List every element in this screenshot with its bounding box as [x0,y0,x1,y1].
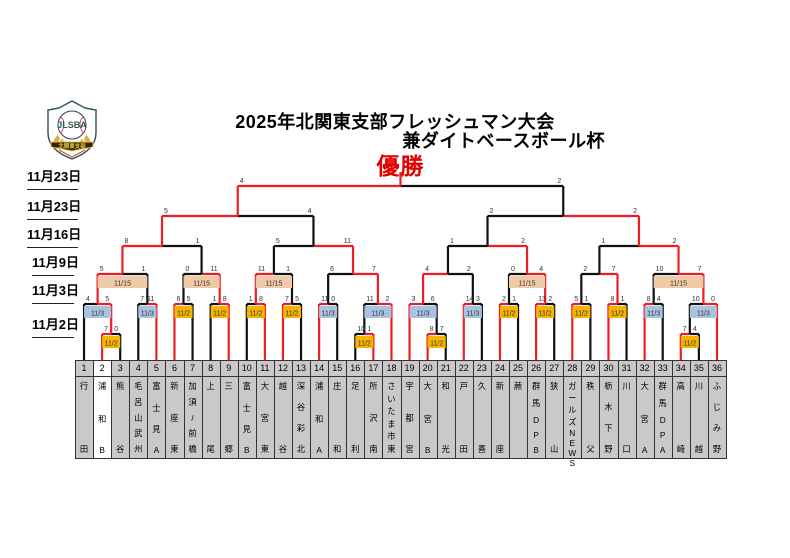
svg-text:4: 4 [657,296,661,303]
svg-text:11/3: 11/3 [141,311,154,318]
svg-text:0: 0 [711,296,715,303]
svg-text:2: 2 [673,238,677,245]
svg-text:8: 8 [610,296,614,303]
svg-text:11/2: 11/2 [611,311,624,318]
svg-text:11/15: 11/15 [193,281,210,288]
svg-text:11/2: 11/2 [539,311,552,318]
svg-text:6: 6 [330,266,334,273]
svg-text:8: 8 [223,296,227,303]
svg-text:2: 2 [502,296,506,303]
svg-text:0: 0 [114,326,118,333]
svg-text:11/2: 11/2 [683,341,696,348]
svg-text:5: 5 [187,296,191,303]
svg-text:2: 2 [490,208,494,215]
svg-text:5: 5 [295,296,299,303]
svg-text:2: 2 [548,296,552,303]
svg-text:6: 6 [176,296,180,303]
svg-text:5: 5 [276,238,280,245]
svg-text:1: 1 [249,296,253,303]
svg-text:8: 8 [430,326,434,333]
svg-text:0: 0 [331,296,335,303]
svg-text:11/2: 11/2 [502,311,515,318]
svg-text:7: 7 [697,266,701,273]
svg-text:1: 1 [213,296,217,303]
svg-text:5: 5 [100,266,104,273]
svg-text:13: 13 [538,296,546,303]
svg-text:11/2: 11/2 [177,311,190,318]
svg-text:10: 10 [357,326,365,333]
svg-text:11/15: 11/15 [114,281,131,288]
svg-text:4: 4 [425,266,429,273]
svg-text:11/3: 11/3 [417,311,430,318]
svg-text:3: 3 [476,296,480,303]
svg-text:11: 11 [321,296,328,303]
svg-text:10: 10 [656,266,664,273]
svg-text:2: 2 [467,266,471,273]
svg-text:8: 8 [259,296,263,303]
svg-text:11/3: 11/3 [91,311,104,318]
svg-text:4: 4 [240,178,244,185]
svg-text:6: 6 [431,296,435,303]
svg-text:1: 1 [367,326,371,333]
svg-text:11/15: 11/15 [519,281,536,288]
svg-text:0: 0 [511,266,515,273]
svg-text:3: 3 [412,296,416,303]
svg-text:1: 1 [450,238,454,245]
svg-text:5: 5 [574,296,578,303]
svg-text:11/2: 11/2 [249,311,262,318]
svg-text:1: 1 [584,296,588,303]
svg-text:5: 5 [105,296,109,303]
svg-text:11/2: 11/2 [575,311,588,318]
svg-text:4: 4 [539,266,543,273]
svg-text:11/2: 11/2 [430,341,443,348]
svg-text:4: 4 [693,326,697,333]
svg-text:11: 11 [210,266,217,273]
svg-text:4: 4 [308,208,312,215]
svg-text:2: 2 [557,178,561,185]
svg-text:1: 1 [196,238,200,245]
svg-text:1: 1 [512,296,516,303]
svg-text:1: 1 [141,266,145,273]
svg-text:2: 2 [583,266,587,273]
svg-text:11: 11 [147,296,154,303]
svg-text:11/2: 11/2 [285,311,298,318]
svg-text:11: 11 [344,238,351,245]
svg-text:1: 1 [621,296,625,303]
svg-text:11/2: 11/2 [105,341,118,348]
svg-text:7: 7 [140,296,144,303]
svg-text:7: 7 [372,266,376,273]
svg-text:4: 4 [86,296,90,303]
svg-text:8: 8 [124,238,128,245]
svg-text:2: 2 [386,296,390,303]
svg-text:8: 8 [647,296,651,303]
svg-text:11/15: 11/15 [265,281,282,288]
svg-text:11/3: 11/3 [466,311,479,318]
svg-text:11: 11 [366,296,373,303]
svg-text:11/3: 11/3 [322,311,335,318]
svg-text:1: 1 [286,266,290,273]
svg-text:11/3: 11/3 [371,311,384,318]
svg-text:7: 7 [440,326,444,333]
svg-text:11/3: 11/3 [647,311,660,318]
svg-text:11/2: 11/2 [213,311,226,318]
svg-text:11: 11 [258,266,265,273]
svg-text:1: 1 [601,238,605,245]
svg-text:0: 0 [186,266,190,273]
svg-text:10: 10 [692,296,700,303]
svg-text:7: 7 [683,326,687,333]
svg-text:11/15: 11/15 [670,281,687,288]
svg-text:2: 2 [633,208,637,215]
svg-text:7: 7 [612,266,616,273]
svg-text:11/2: 11/2 [358,341,371,348]
svg-text:2: 2 [521,238,525,245]
svg-text:5: 5 [164,208,168,215]
svg-text:11/3: 11/3 [697,311,710,318]
svg-text:14: 14 [466,296,474,303]
svg-text:7: 7 [285,296,289,303]
svg-text:7: 7 [104,326,108,333]
